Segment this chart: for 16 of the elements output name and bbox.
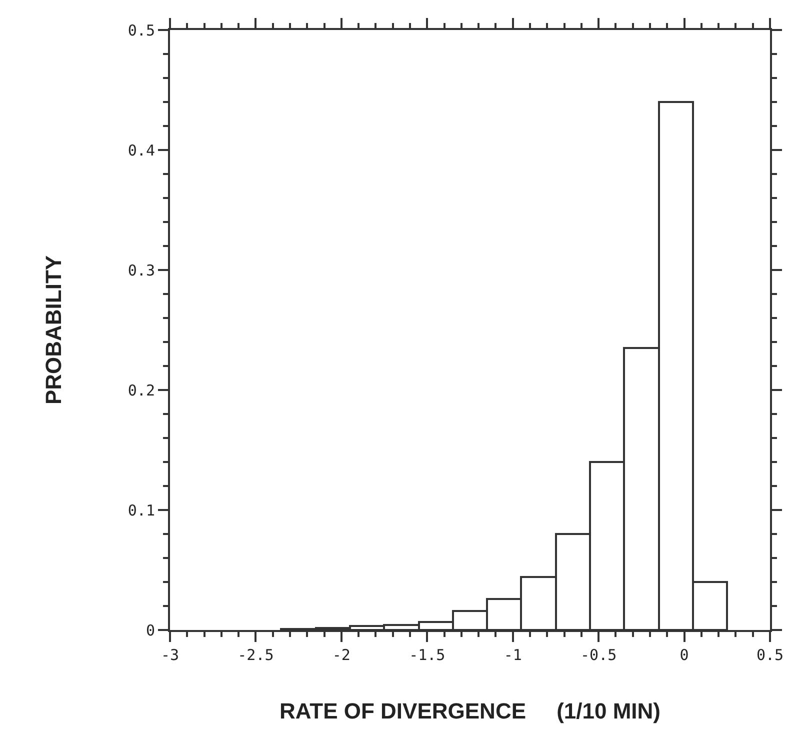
y-axis-title: PROBABILITY [41,255,66,405]
x-tick-label: -1 [504,646,522,664]
y-tick-label: 0.2 [128,381,155,400]
y-tick-label: 0.3 [128,261,155,280]
x-tick-label: 0.5 [756,646,784,664]
x-tick-label: -0.5 [580,646,617,664]
x-tick-label: -3 [160,646,180,664]
y-tick-label: 0.1 [128,501,155,520]
x-tick-label: 0 [680,646,689,664]
x-axis-title: RATE OF DIVERGENCE (1/10 MIN) [280,698,660,724]
x-tick-label: -1.5 [409,646,446,664]
x-tick-label: -2.5 [238,646,274,664]
y-tick-label: 0 [146,621,155,640]
y-tick-label: 0.5 [128,21,155,40]
y-tick-label: 0.4 [128,141,155,160]
x-tick-label: -2 [332,646,350,664]
